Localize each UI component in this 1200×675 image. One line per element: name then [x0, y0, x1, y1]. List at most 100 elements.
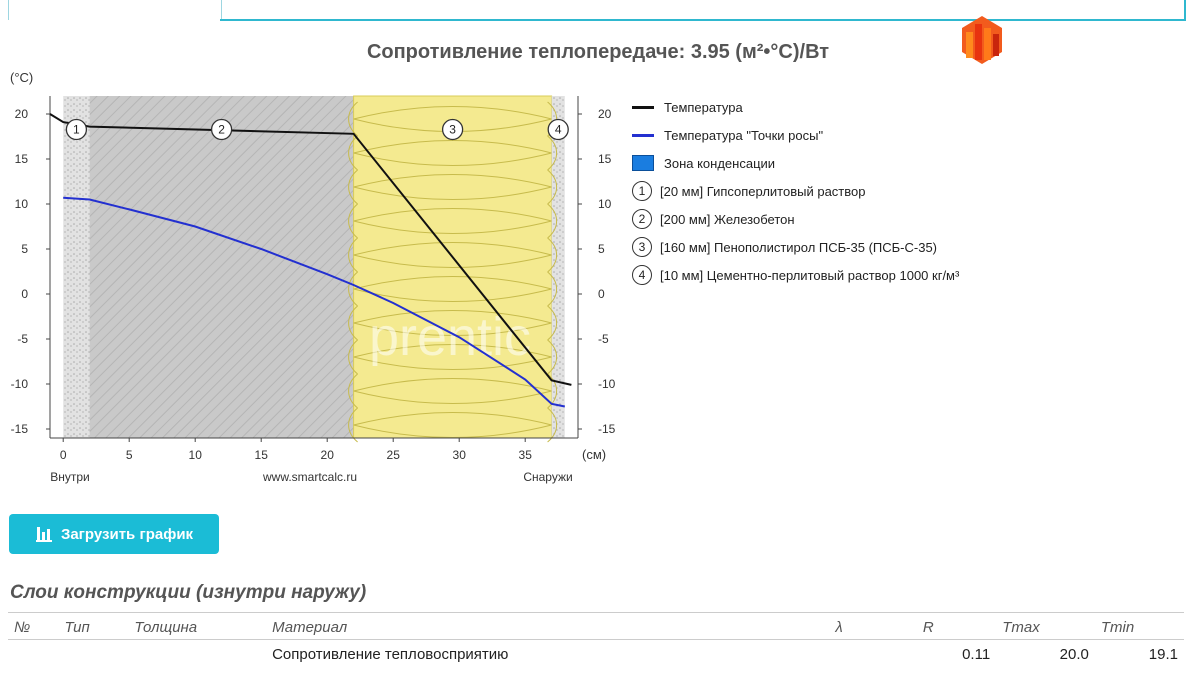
insulation-texture	[353, 208, 552, 234]
x-tick-label: 30	[453, 448, 467, 462]
insulation-texture	[348, 203, 358, 239]
y-tick-label-right: 15	[598, 152, 612, 166]
col-r: R	[916, 612, 997, 640]
y-tick-label: -10	[11, 377, 29, 391]
x-tick-label: 15	[255, 448, 269, 462]
col-lambda: λ	[829, 612, 917, 640]
y-tick-label: 10	[15, 197, 29, 211]
dew-point-line	[63, 196, 566, 408]
tab-active[interactable]	[8, 0, 222, 20]
x-tick-label: 35	[519, 448, 533, 462]
col-number: №	[8, 612, 59, 640]
layer-band-2	[89, 96, 354, 438]
insulation-texture	[547, 339, 558, 375]
y-tick-label: 0	[21, 287, 28, 301]
cell-material: Сопротивление тепловосприятию	[272, 646, 509, 663]
layer-band-1	[63, 96, 90, 438]
tab-border-right	[1184, 0, 1186, 21]
layer-marker-label: 4	[555, 123, 562, 137]
legend-line-temperature	[632, 105, 654, 109]
insulation-texture	[348, 237, 358, 273]
watermark: prentic	[369, 307, 531, 367]
layer-marker-label: 3	[449, 123, 456, 137]
col-tmax: Tmax	[996, 612, 1095, 640]
legend-layer-text: [20 мм] Гипсоперлитовый раствор	[660, 183, 866, 199]
col-thickness: Толщина	[128, 612, 267, 640]
col-tmin: Tmin	[1094, 612, 1184, 640]
legend-layer-number: 2	[632, 209, 652, 229]
insulation-texture	[348, 101, 358, 137]
chart-download-icon	[35, 525, 53, 543]
cell-thickness	[128, 640, 266, 670]
col-type: Тип	[58, 612, 129, 640]
insulation-texture	[547, 169, 558, 205]
x-tick-label: 5	[126, 448, 133, 462]
site-label: www.smartcalc.ru	[262, 470, 357, 484]
legend-condensation-label: Зона конденсации	[664, 155, 776, 171]
tab-bar	[0, 0, 1200, 22]
insulation-texture	[353, 310, 552, 336]
insulation-texture	[353, 140, 552, 166]
insulation-texture	[348, 169, 358, 205]
y-tick-label-right: 20	[598, 107, 612, 121]
outside-label: Снаружи	[523, 470, 572, 484]
insulation-texture	[348, 339, 358, 375]
legend-condensation: Зона конденсации	[632, 149, 959, 177]
temperature-chart: 20 20 15 15 10 10 5 5 0 0 -5 -5 -10 -10 -15 -15 0 5 10 15 20…	[10, 70, 616, 484]
page-title: Сопротивление теплопередаче: 3.95 (м²•°С…	[366, 41, 830, 63]
insulation-texture	[547, 305, 558, 341]
layer-marker-4	[547, 118, 569, 141]
legend-layer-text: [160 мм] Пенополистирол ПСБ-35 (ПСБ-С-35…	[660, 239, 938, 255]
y-tick-label-right: -10	[598, 377, 616, 391]
insulation-texture	[348, 135, 358, 171]
y-axis-unit: (°С)	[10, 70, 33, 85]
insulation-texture	[353, 378, 552, 404]
y-tick-label-right: 0	[598, 287, 605, 301]
legend-temperature: Температура	[632, 93, 959, 121]
insulation-texture	[348, 305, 358, 341]
insulation-texture	[547, 373, 558, 409]
layers-table: № Тип Толщина Материал λ R Tmax Tmin Соп…	[8, 612, 1184, 669]
layer-marker-1	[65, 118, 88, 141]
layer-marker-3	[441, 118, 464, 141]
chart-legend: Температура Температура "Точки росы" Зон…	[632, 93, 959, 289]
legend-layer-text: [10 мм] Цементно-перлитовый раствор 1000…	[660, 267, 960, 283]
y-tick-label: 20	[15, 107, 29, 121]
x-tick-label: 0	[60, 448, 67, 462]
layers-section-title: Слои конструкции (изнутри наружу)	[10, 582, 367, 603]
layer-marker-2	[210, 118, 233, 141]
legend-line-dew-point	[632, 133, 654, 137]
insulation-texture	[547, 203, 558, 239]
cell-lambda	[829, 640, 916, 670]
y-tick-label-right: -5	[598, 332, 609, 346]
download-chart-button[interactable]: Загрузить график	[9, 514, 219, 554]
legend-swatch-condensation	[632, 155, 654, 171]
inside-label: Внутри	[50, 470, 90, 484]
legend-layer-1: 1 [20 мм] Гипсоперлитовый раствор	[632, 177, 959, 205]
y-tick-label: 15	[15, 152, 29, 166]
y-tick-label-right: -15	[598, 422, 616, 436]
y-tick-label-right: 10	[598, 197, 612, 211]
legend-layer-text: [200 мм] Железобетон	[660, 211, 795, 227]
table-row: Сопротивление тепловосприятию 0.11 20.0 …	[8, 640, 1184, 670]
insulation-texture	[353, 174, 552, 200]
app-logo-icon	[962, 16, 1002, 64]
layer-marker-label: 1	[73, 123, 80, 137]
cell-type	[59, 640, 129, 670]
y-tick-label: -5	[17, 332, 28, 346]
y-tick-label: -15	[11, 422, 29, 436]
layer-band-4	[551, 96, 565, 438]
y-tick-label-right: 5	[598, 242, 605, 256]
insulation-texture	[547, 407, 558, 443]
insulation-texture	[353, 242, 552, 268]
legend-layer-number: 3	[632, 237, 652, 257]
insulation-texture	[348, 271, 358, 307]
x-tick-label: 25	[387, 448, 401, 462]
cell-tmin: 19.1	[1148, 646, 1178, 663]
legend-layer-2: 2 [200 мм] Железобетон	[632, 205, 959, 233]
cell-number	[8, 640, 59, 670]
insulation-texture	[547, 237, 558, 273]
tab-underline	[220, 19, 1186, 21]
col-material: Материал	[266, 612, 830, 640]
legend-dew-point-label: Температура "Точки росы"	[664, 127, 824, 143]
